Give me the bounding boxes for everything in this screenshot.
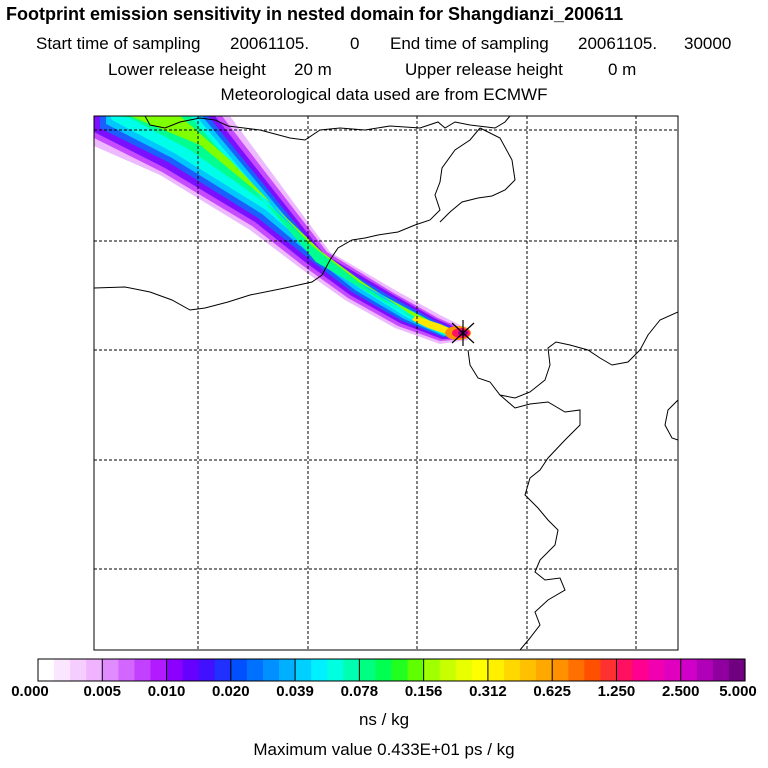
colorbar-tick-label: 0.020 bbox=[212, 683, 250, 700]
colorbar-tick-label: 0.010 bbox=[147, 683, 186, 700]
colorbar bbox=[38, 659, 746, 681]
coastline-south bbox=[499, 394, 581, 650]
colorbar-tick-label: 0.312 bbox=[469, 683, 507, 700]
colorbar-swatch bbox=[343, 659, 360, 681]
coastline-peninsula bbox=[439, 127, 516, 223]
colorbar-swatch bbox=[584, 659, 601, 681]
colorbar-swatch bbox=[696, 659, 714, 681]
colorbar-swatch bbox=[536, 659, 553, 681]
coastlines bbox=[94, 116, 678, 650]
upper-release-value: 0 m bbox=[608, 60, 637, 79]
colorbar-swatch bbox=[38, 659, 55, 681]
colorbar-swatch bbox=[391, 659, 409, 681]
colorbar-swatch bbox=[648, 659, 666, 681]
colorbar-swatch bbox=[600, 659, 618, 681]
coastline-east-island bbox=[664, 399, 678, 441]
colorbar-tick-label: 0.000 bbox=[11, 683, 49, 700]
start-time-date: 20061105. bbox=[230, 34, 310, 53]
plume-band-yellow bbox=[412, 316, 456, 334]
colorbar-swatch bbox=[70, 659, 87, 681]
colorbar-swatch bbox=[134, 659, 152, 681]
colorbar-swatch bbox=[728, 659, 746, 681]
colorbar-swatch bbox=[552, 659, 569, 681]
chart-title: Footprint emission sensitivity in nested… bbox=[6, 4, 624, 24]
lower-release-label: Lower release height bbox=[108, 60, 266, 79]
colorbar-swatch bbox=[214, 659, 232, 681]
lower-release-value: 20 m bbox=[294, 60, 332, 79]
colorbar-swatch bbox=[198, 659, 216, 681]
colorbar-swatch bbox=[118, 659, 136, 681]
colorbar-swatch bbox=[455, 659, 473, 681]
colorbar-swatch bbox=[712, 659, 730, 681]
colorbar-swatch bbox=[407, 659, 425, 681]
plume-band-sky bbox=[106, 116, 462, 336]
graticule bbox=[94, 116, 678, 650]
colorbar-tick-label: 0.156 bbox=[404, 683, 443, 700]
colorbar-tick-label: 5.000 bbox=[719, 683, 757, 700]
coastline-korea bbox=[467, 311, 678, 399]
colorbar-swatch bbox=[664, 659, 682, 681]
plume-band-green bbox=[118, 116, 455, 334]
start-time-label: Start time of sampling bbox=[36, 34, 201, 53]
colorbar-tick-label: 0.039 bbox=[276, 683, 314, 700]
colorbar-swatch bbox=[150, 659, 168, 681]
colorbar-swatch bbox=[632, 659, 650, 681]
upper-release-label: Upper release height bbox=[405, 60, 563, 79]
colorbar-swatch bbox=[359, 659, 377, 681]
colorbar-swatch bbox=[102, 659, 119, 681]
colorbar-swatch bbox=[568, 659, 585, 681]
colorbar-swatch bbox=[520, 659, 537, 681]
colorbar-swatch bbox=[86, 659, 103, 681]
coastline-north-east bbox=[144, 116, 511, 141]
receptor-star-icon bbox=[451, 320, 475, 346]
colorbar-units: ns / kg bbox=[358, 710, 410, 729]
end-time-date: 20061105. bbox=[578, 34, 658, 53]
colorbar-swatch bbox=[503, 659, 521, 681]
colorbar-swatch bbox=[616, 659, 634, 681]
colorbar-swatch bbox=[230, 659, 248, 681]
colorbar-swatch bbox=[246, 659, 264, 681]
end-time-label: End time of sampling bbox=[390, 34, 549, 53]
maximum-value-text: Maximum value 0.433E+01 ps / kg bbox=[253, 740, 515, 759]
coastline-bay bbox=[94, 127, 481, 311]
colorbar-swatch bbox=[262, 659, 280, 681]
footprint-plume bbox=[94, 116, 471, 344]
colorbar-tick-label: 0.625 bbox=[533, 683, 571, 700]
colorbar-swatch bbox=[295, 659, 312, 681]
start-time-hour: 0 bbox=[350, 34, 360, 53]
colorbar-swatch bbox=[375, 659, 393, 681]
colorbar-tick-label: 0.005 bbox=[83, 683, 122, 700]
colorbar-swatch bbox=[471, 659, 489, 681]
met-data-note: Meteorological data used are from ECMWF bbox=[220, 85, 548, 104]
colorbar-swatch bbox=[311, 659, 328, 681]
map-frame bbox=[93, 115, 679, 651]
colorbar-swatch bbox=[54, 659, 71, 681]
colorbar-swatch bbox=[680, 659, 698, 681]
end-time-hour: 30000 bbox=[684, 34, 732, 53]
colorbar-swatch bbox=[166, 659, 184, 681]
colorbar-tick-label: 1.250 bbox=[597, 683, 636, 700]
colorbar-tick-label: 0.078 bbox=[340, 683, 379, 700]
colorbar-tick-label: 2.500 bbox=[661, 683, 700, 700]
colorbar-swatch bbox=[423, 659, 441, 681]
colorbar-swatch bbox=[279, 659, 296, 681]
colorbar-swatch bbox=[182, 659, 200, 681]
colorbar-frame bbox=[37, 658, 746, 682]
colorbar-swatch bbox=[439, 659, 457, 681]
colorbar-swatch bbox=[327, 659, 344, 681]
map-background bbox=[94, 116, 678, 650]
colorbar-swatch bbox=[487, 659, 505, 681]
